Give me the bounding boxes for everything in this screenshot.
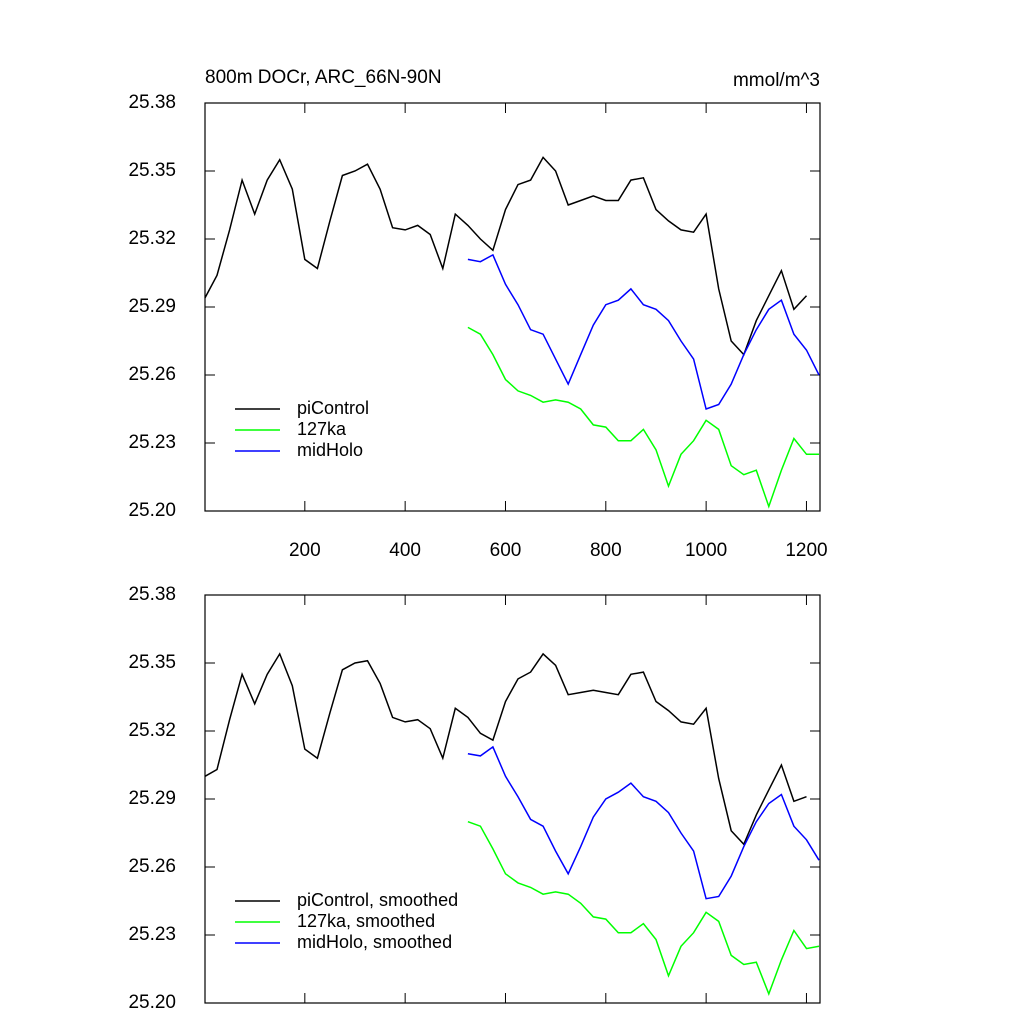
x-tick-label: 400 [389, 540, 421, 561]
y-tick-label: 25.32 [128, 720, 176, 741]
legend-label: piControl [297, 398, 369, 418]
y-tick-label: 25.32 [128, 228, 176, 249]
y-tick-label: 25.38 [128, 584, 176, 605]
chart-title: 800m DOCr, ARC_66N-90N [205, 67, 442, 88]
units-label: mmol/m^3 [733, 70, 820, 91]
legend-label: 127ka, smoothed [297, 911, 435, 931]
x-tick-label: 200 [289, 540, 321, 561]
series-line [467, 820, 820, 996]
y-tick-label: 25.26 [128, 364, 176, 385]
legend-label: midHolo, smoothed [297, 932, 452, 952]
series-line [467, 745, 820, 900]
y-tick-label: 25.29 [128, 788, 176, 809]
y-tick-label: 25.23 [128, 432, 176, 453]
legend-label: 127ka [297, 419, 347, 439]
x-tick-label: 800 [590, 540, 622, 561]
y-tick-label: 25.20 [128, 500, 176, 521]
series-line [204, 156, 808, 357]
y-tick-label: 25.29 [128, 296, 176, 317]
x-tick-label: 1200 [785, 540, 827, 561]
x-tick-label: 1000 [685, 540, 727, 561]
legend-label: piControl, smoothed [297, 890, 458, 910]
legend-label: midHolo [297, 440, 363, 460]
series-line [204, 652, 807, 846]
y-tick-label: 25.20 [128, 992, 176, 1013]
y-tick-label: 25.23 [128, 924, 176, 945]
series-line [467, 253, 820, 410]
y-tick-label: 25.26 [128, 856, 176, 877]
x-tick-label: 600 [490, 540, 522, 561]
y-tick-label: 25.35 [128, 652, 176, 673]
series-line [467, 326, 819, 509]
y-tick-label: 25.38 [128, 92, 176, 113]
y-tick-label: 25.35 [128, 160, 176, 181]
